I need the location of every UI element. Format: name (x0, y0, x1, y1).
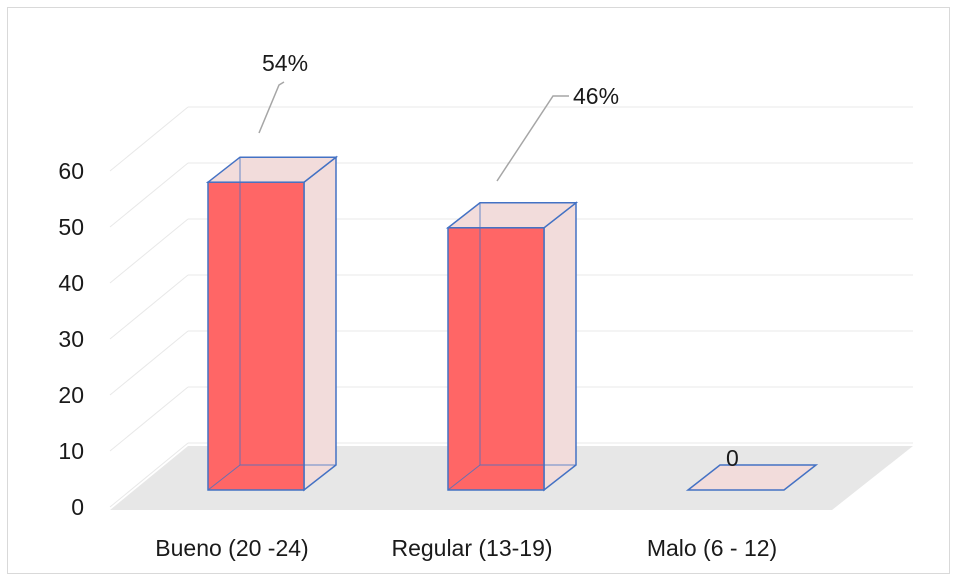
y-tick-label: 30 (58, 326, 84, 352)
bar-side-face (303, 155, 337, 492)
y-tick-label: 40 (58, 270, 84, 296)
bar (205, 155, 339, 492)
bar (445, 201, 579, 492)
bar-front-face (207, 181, 305, 491)
bar-flat (685, 464, 819, 491)
data-label: 54% (262, 50, 308, 76)
gridline-diagonal (109, 330, 189, 396)
leader-line (496, 95, 569, 182)
x-tick-label: Malo (6 - 12) (647, 535, 777, 561)
bar (685, 464, 819, 491)
gridline-diagonal (109, 162, 189, 228)
gridline-diagonal (109, 442, 189, 508)
bars (205, 155, 819, 492)
bar-front-face (447, 227, 545, 491)
gridline-diagonal (109, 274, 189, 340)
x-axis-tick-labels: Bueno (20 -24) Regular (13-19) Malo (6 - 1… (155, 535, 777, 561)
leader-line (258, 81, 285, 134)
x-tick-label: Bueno (20 -24) (155, 535, 308, 561)
data-label: 46% (573, 83, 619, 109)
y-axis-tick-labels: 0 10 20 30 40 50 60 (58, 158, 84, 520)
data-labels: 54% 46% 0 (258, 50, 739, 471)
data-label: 0 (726, 445, 739, 471)
gridline-diagonal (109, 218, 189, 284)
y-tick-label: 20 (58, 382, 84, 408)
bar-hidden-edge (207, 464, 241, 491)
y-tick-label: 10 (58, 438, 84, 464)
y-tick-label: 50 (58, 214, 84, 240)
bar-side-face (543, 201, 577, 492)
y-tick-label: 60 (58, 158, 84, 184)
x-tick-label: Regular (13-19) (391, 535, 552, 561)
y-tick-label: 0 (71, 494, 84, 520)
bar-hidden-edge (447, 464, 481, 491)
gridline-diagonal (109, 386, 189, 452)
gridline-diagonal (109, 106, 189, 172)
